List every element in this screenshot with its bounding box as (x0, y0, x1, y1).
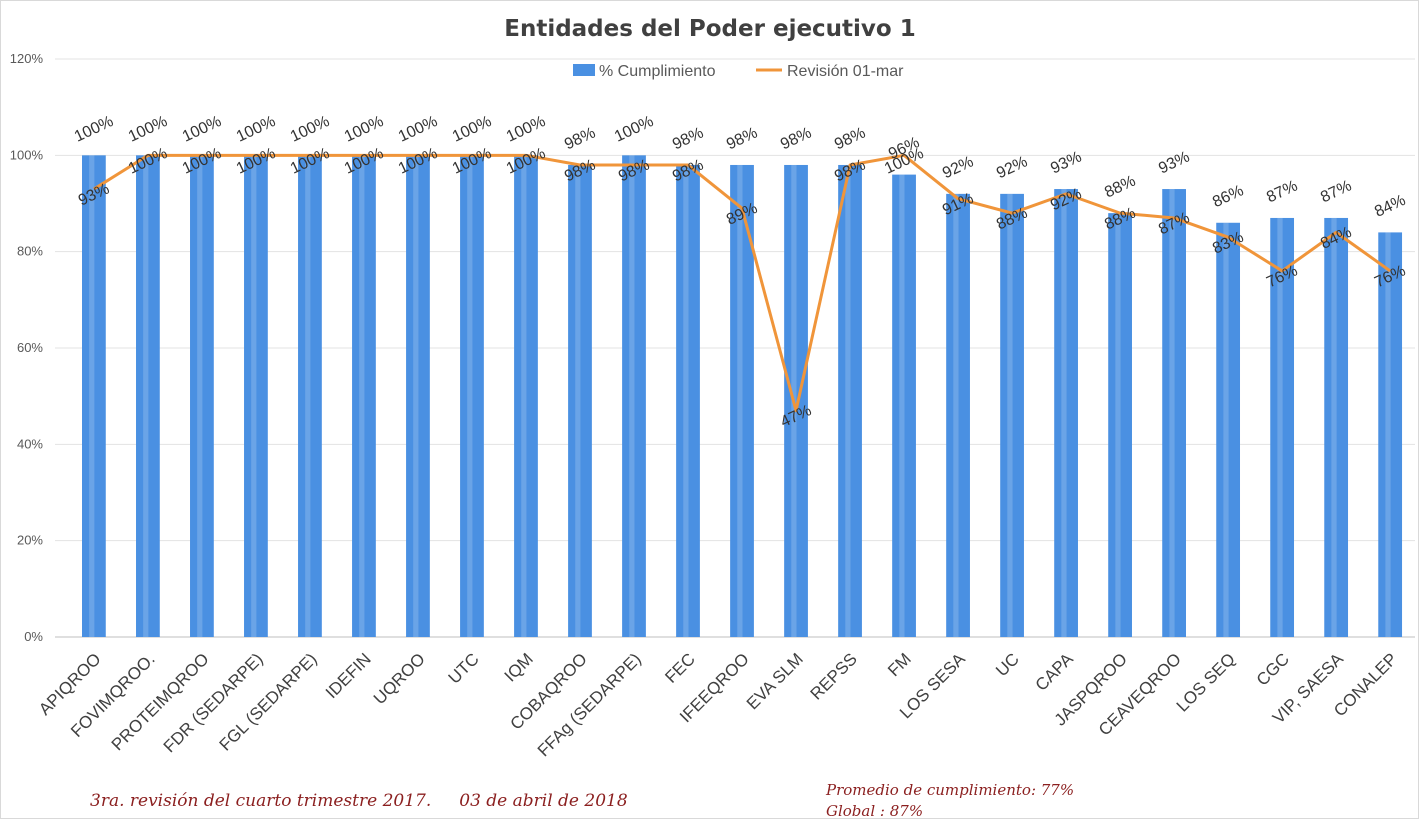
y-tick-label: 0% (24, 629, 43, 644)
bar-highlight (521, 155, 527, 638)
bar-highlight (305, 155, 311, 638)
bar (622, 155, 646, 638)
line-series (93, 153, 1392, 413)
bar-highlight (89, 155, 95, 638)
bar-highlight (1115, 213, 1121, 637)
bar-highlight (1169, 189, 1175, 638)
revision-date: 03 de abril de 2018 (459, 791, 628, 811)
bar-highlight (197, 155, 203, 638)
chart-title: Entidades del Poder ejecutivo 1 (504, 16, 916, 42)
bar (244, 155, 268, 638)
bar (1324, 217, 1349, 637)
bar (82, 155, 106, 638)
bar-highlight (737, 164, 743, 637)
bar (784, 164, 808, 637)
legend-swatch-bar (573, 64, 595, 76)
bar (568, 164, 592, 637)
bar-highlight (629, 155, 635, 638)
y-tick-label: 60% (17, 340, 43, 355)
legend: % Cumplimiento Revisión 01-mar (573, 63, 904, 80)
bar-highlight (251, 155, 257, 638)
bar (1108, 213, 1132, 637)
bar (730, 164, 754, 637)
bar-highlight (953, 193, 959, 637)
y-tick-label: 20% (17, 533, 43, 548)
bar (136, 155, 160, 638)
bar (838, 164, 862, 637)
bar-highlight (845, 164, 851, 637)
bar-highlight (575, 164, 581, 637)
y-axis-ticks: 0% 20% 40% 60% 80% 100% 120% (10, 51, 44, 644)
bar-highlight (899, 174, 905, 637)
bar (1216, 222, 1241, 637)
bar (460, 155, 484, 638)
line-path (93, 153, 1392, 413)
bar (1270, 217, 1295, 637)
bar (298, 155, 322, 638)
revision-text: 3ra. revisión del cuarto trimestre 2017. (90, 791, 432, 811)
revision-note: 3ra. revisión del cuarto trimestre 2017.… (90, 791, 628, 811)
legend-label-bar: % Cumplimiento (599, 63, 716, 80)
bar (1378, 232, 1403, 637)
bar (892, 174, 916, 637)
bar (352, 155, 376, 638)
bar-series (82, 155, 1403, 638)
bar-highlight (1223, 222, 1229, 637)
global-compliance-note: Global : 87% (826, 802, 924, 820)
bar-highlight (1007, 193, 1013, 637)
bar-highlight (1277, 217, 1283, 637)
bar (190, 155, 214, 638)
bar (1000, 193, 1024, 637)
y-tick-label: 100% (10, 147, 44, 162)
bar (1162, 189, 1186, 638)
bar (1054, 189, 1078, 638)
y-tick-label: 80% (17, 244, 43, 259)
bar-highlight (413, 155, 419, 638)
bar-highlight (683, 164, 689, 637)
bar (946, 193, 970, 637)
bar (514, 155, 538, 638)
bar-highlight (1061, 189, 1067, 638)
y-tick-label: 120% (10, 51, 44, 66)
bar (406, 155, 430, 638)
legend-label-line: Revisión 01-mar (787, 63, 904, 80)
bar (676, 164, 700, 637)
bar-highlight (1385, 232, 1391, 637)
bar-highlight (143, 155, 149, 638)
bar-highlight (359, 155, 365, 638)
average-compliance-note: Promedio de cumplimiento: 77% (826, 781, 1075, 799)
bar-highlight (1331, 217, 1337, 637)
y-tick-label: 40% (17, 436, 43, 451)
bar-highlight (467, 155, 473, 638)
